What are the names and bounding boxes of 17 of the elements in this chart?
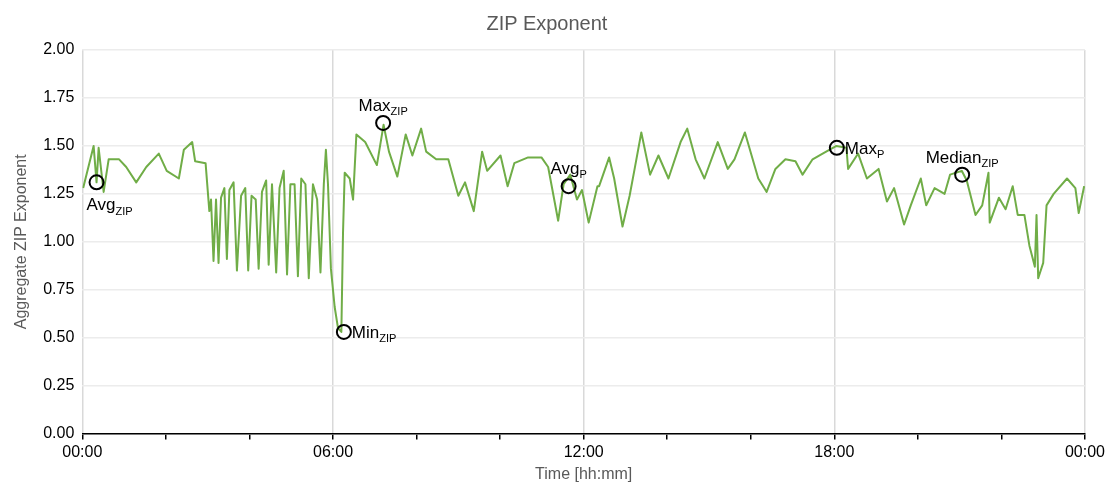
y-tick-label: 0.75 (43, 280, 75, 298)
y-tick-label: 1.75 (43, 88, 75, 106)
y-tick-label: 1.25 (43, 184, 75, 202)
y-tick-label: 1.50 (43, 136, 75, 154)
x-tick-label: 00:00 (1064, 442, 1106, 460)
y-tick-label: 0.25 (43, 376, 75, 394)
y-axis-title: Aggregate ZIP Exponent (12, 153, 30, 330)
x-tick-label: 18:00 (814, 442, 855, 460)
y-tick-label: 2.00 (43, 40, 75, 58)
x-tick-label: 06:00 (312, 442, 354, 460)
x-axis-title: Time [hh:mm] (535, 464, 633, 482)
y-tick-label: 0.00 (43, 424, 75, 442)
x-tick-label: 12:00 (563, 442, 604, 460)
y-tick-label: 0.50 (43, 328, 75, 346)
chart-title: ZIP Exponent (486, 11, 608, 34)
x-tick-label: 00:00 (62, 442, 103, 460)
y-tick-label: 1.00 (43, 232, 75, 250)
